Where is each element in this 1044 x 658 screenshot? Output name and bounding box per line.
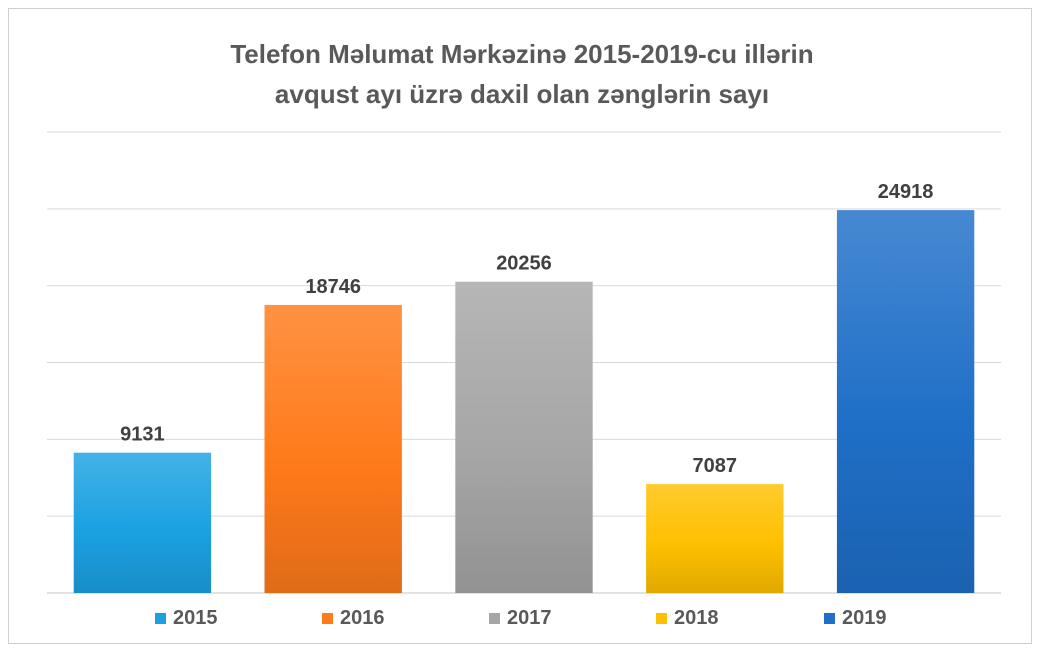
legend-item-2015: 2015 bbox=[155, 605, 218, 631]
bar-2018 bbox=[646, 484, 784, 593]
bar-2017 bbox=[455, 281, 593, 593]
data-labels: 9131 18746 20256 7087 24918 bbox=[120, 181, 933, 477]
data-label-2017: 20256 bbox=[496, 253, 552, 275]
legend-label-2018: 2018 bbox=[674, 607, 719, 629]
legend-swatch-2019 bbox=[824, 612, 835, 624]
chart-title-line-2: avqust ayı üzrə daxil olan zənglərin say… bbox=[274, 79, 770, 109]
legend-item-2017: 2017 bbox=[489, 605, 552, 631]
legend-swatch-2016 bbox=[322, 612, 333, 624]
legend-item-2018: 2018 bbox=[656, 605, 719, 631]
bar-2019 bbox=[836, 210, 975, 594]
bar-2016 bbox=[264, 304, 402, 593]
legend-swatch-2015 bbox=[155, 612, 166, 624]
legend-swatch-2017 bbox=[489, 612, 500, 624]
chart-title-line-1: Telefon Məlumat Mərkəzinə 2015-2019-cu i… bbox=[230, 39, 814, 69]
chart-title: Telefon Məlumat Mərkəzinə 2015-2019-cu i… bbox=[0, 34, 1044, 114]
legend: 2015 2016 2017 2018 2019 bbox=[0, 605, 1044, 631]
legend-label-2016: 2016 bbox=[340, 607, 385, 629]
legend-label-2019: 2019 bbox=[842, 607, 887, 629]
data-label-2018: 7087 bbox=[693, 455, 738, 477]
legend-label-2017: 2017 bbox=[507, 607, 552, 629]
data-label-2015: 9131 bbox=[120, 424, 165, 446]
legend-swatch-2018 bbox=[656, 612, 667, 624]
data-label-2016: 18746 bbox=[305, 276, 361, 298]
data-label-2019: 24918 bbox=[878, 181, 934, 203]
legend-item-2019: 2019 bbox=[824, 605, 887, 631]
legend-item-2016: 2016 bbox=[322, 605, 385, 631]
bar-2015 bbox=[73, 452, 212, 593]
legend-label-2015: 2015 bbox=[173, 607, 218, 629]
bars bbox=[73, 210, 975, 594]
